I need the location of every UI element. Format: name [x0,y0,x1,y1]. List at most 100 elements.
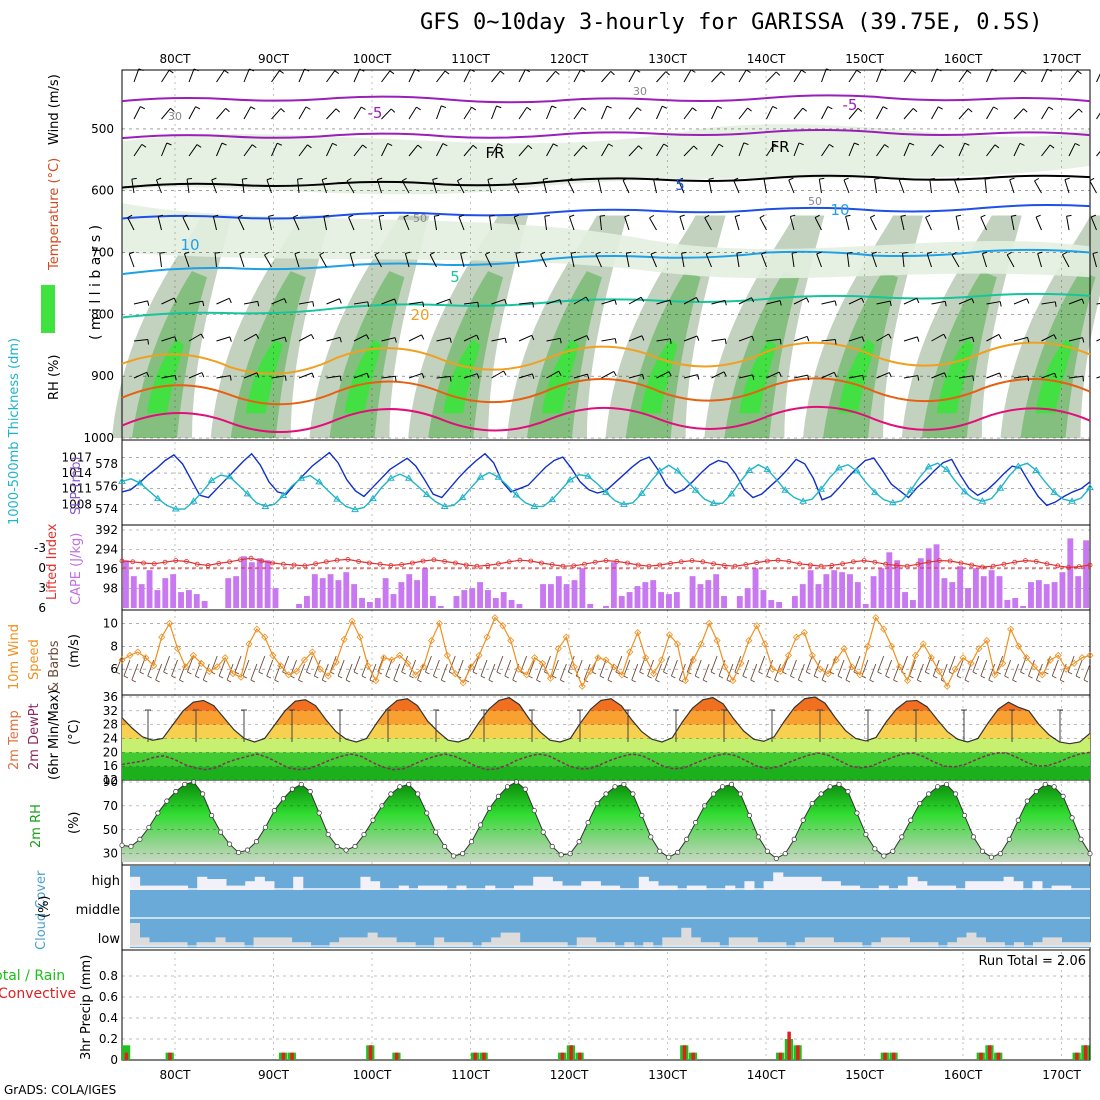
cloud-high-bar [782,876,793,890]
cape-bar [933,544,940,608]
wind-speed-marker [824,670,832,678]
slp-marker [333,495,341,502]
wind-barb-flag [257,301,260,307]
surface-wind-barb [250,663,258,681]
wind-speed-marker [840,645,848,653]
cloud-high-bar [437,885,448,890]
cloud-high-bar [725,885,736,890]
wind-barb-flag [814,214,820,218]
li-marker [248,555,254,561]
wind-barb-flag [346,177,352,182]
wind-speed-marker [348,617,356,625]
y-tick-label: 1000 [83,431,114,445]
wind-barb-flag [471,106,477,111]
wind-barb-flag [583,145,588,150]
cape-bar [744,588,751,608]
surface-wind-barb [321,663,329,681]
cloud-high-bar [226,885,237,890]
wind-barb-flag [1053,334,1057,340]
cape-bar [555,576,562,608]
wind-barb-flag [638,145,643,150]
cloud-low-bar [1032,942,1043,947]
li-marker [173,558,179,563]
wind-barb [791,253,795,268]
wind-barb-flag [624,214,630,218]
cloud-high-bar [542,876,553,890]
li-marker [345,557,351,562]
wind-barb [353,144,364,157]
cloud-low-bar [671,937,682,947]
wind-barb [573,373,588,379]
wind-barb-flag [635,69,641,73]
surface-wind-barb-flag [607,679,613,683]
surface-wind-barb-flag [480,675,486,679]
wind-barb-flag [1078,108,1083,113]
li-tick: 3 [38,581,46,595]
wind-barb [653,179,657,194]
cloud-low-bar [595,942,606,947]
wind-barb-flag [595,251,601,255]
cape-bar [823,574,830,608]
wind-barb-flag [586,335,590,341]
cloud-high-bar [984,881,995,890]
surface-wind-barb-flag [568,671,573,675]
rh-marker [218,829,224,835]
li-marker [592,559,598,565]
li-marker [302,563,308,569]
cape-bar [610,562,617,608]
temp-band [122,738,1090,753]
wind-barb [243,372,258,379]
wind-barb [1013,298,1028,305]
surface-wind-barb-flag [250,679,256,683]
surface-wind-barb-flag [560,679,565,683]
wind-barb [955,216,960,231]
y-tick-label: 900 [91,369,114,383]
rh-marker [316,810,322,816]
cloud-high-bar [898,885,909,890]
surface-wind-barb [385,659,393,677]
wind-barb-flag [681,251,687,254]
wind-barb [788,179,795,194]
slp-marker [494,473,503,480]
cape-bar [634,586,641,608]
wind-barb-flag [641,335,645,341]
rh-marker [1069,815,1075,821]
li-marker [990,563,996,569]
cape-bar [170,574,177,608]
wind-barb [821,106,829,120]
surface-wind-barb-flag [234,671,240,675]
wind-barb [925,217,932,231]
wind-barb [573,107,583,120]
li-marker [184,559,189,564]
surface-wind-barb-flag [623,675,629,679]
wind-barb-flag [211,177,217,181]
temp-contour [121,204,1091,220]
slp-tick: 1017 [61,450,92,464]
surface-wind-barb-flag [337,675,343,679]
cloud-low-bar [557,942,568,947]
wind-barb [876,300,891,305]
rh-marker [424,810,430,816]
cloud-low-bar [747,937,758,947]
wind-barb [848,69,858,83]
slp-marker [530,502,539,509]
wind-speed-marker [134,648,142,656]
surface-wind-barb [202,663,210,681]
wind-barb-flag [339,375,342,382]
wind-barb-flag [925,214,931,218]
wind-barb-flag [943,333,947,339]
cloud-low-bar [158,942,169,947]
wind-barb-flag [394,298,397,304]
cloud-high-bar [773,872,784,890]
wind-barb [133,144,143,157]
cloud-low-bar [462,942,473,947]
cloud-low-bar [681,927,692,947]
slp-marker [476,473,485,480]
wind-barb-flag [472,144,478,149]
cloud-low-bar [367,932,378,947]
surface-wind-barb-flag [861,675,867,679]
rh-marker [397,784,403,790]
wind-barb [491,337,506,342]
precip-conv-bar [569,1045,573,1060]
surface-wind-barb-flag [647,675,652,679]
